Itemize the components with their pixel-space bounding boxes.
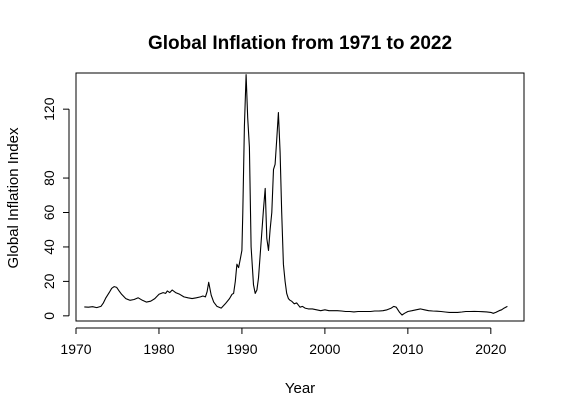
x-tick-label: 1980 [143, 341, 174, 357]
x-tick-label: 1990 [226, 341, 257, 357]
chart-title: Global Inflation from 1971 to 2022 [148, 33, 452, 54]
x-axis: 1970 1980 1990 2000 2010 2020 [60, 327, 507, 357]
y-tick-label: 40 [41, 239, 57, 255]
y-tick-label: 0 [41, 312, 57, 320]
y-tick-label: 20 [41, 273, 57, 289]
x-tick-label: 2020 [475, 341, 506, 357]
x-tick-label: 1970 [60, 341, 91, 357]
y-tick-label: 80 [41, 170, 57, 186]
inflation-series-line [84, 74, 508, 316]
y-tick-label: 120 [41, 97, 57, 121]
x-tick-label: 2010 [392, 341, 423, 357]
x-tick-label: 2000 [309, 341, 340, 357]
y-axis-label: Global Inflation Index [5, 127, 22, 268]
plot-frame [75, 72, 525, 322]
y-axis: 0 20 40 60 80 120 [41, 97, 70, 320]
y-tick-label: 60 [41, 205, 57, 221]
x-axis-label: Year [285, 380, 315, 397]
